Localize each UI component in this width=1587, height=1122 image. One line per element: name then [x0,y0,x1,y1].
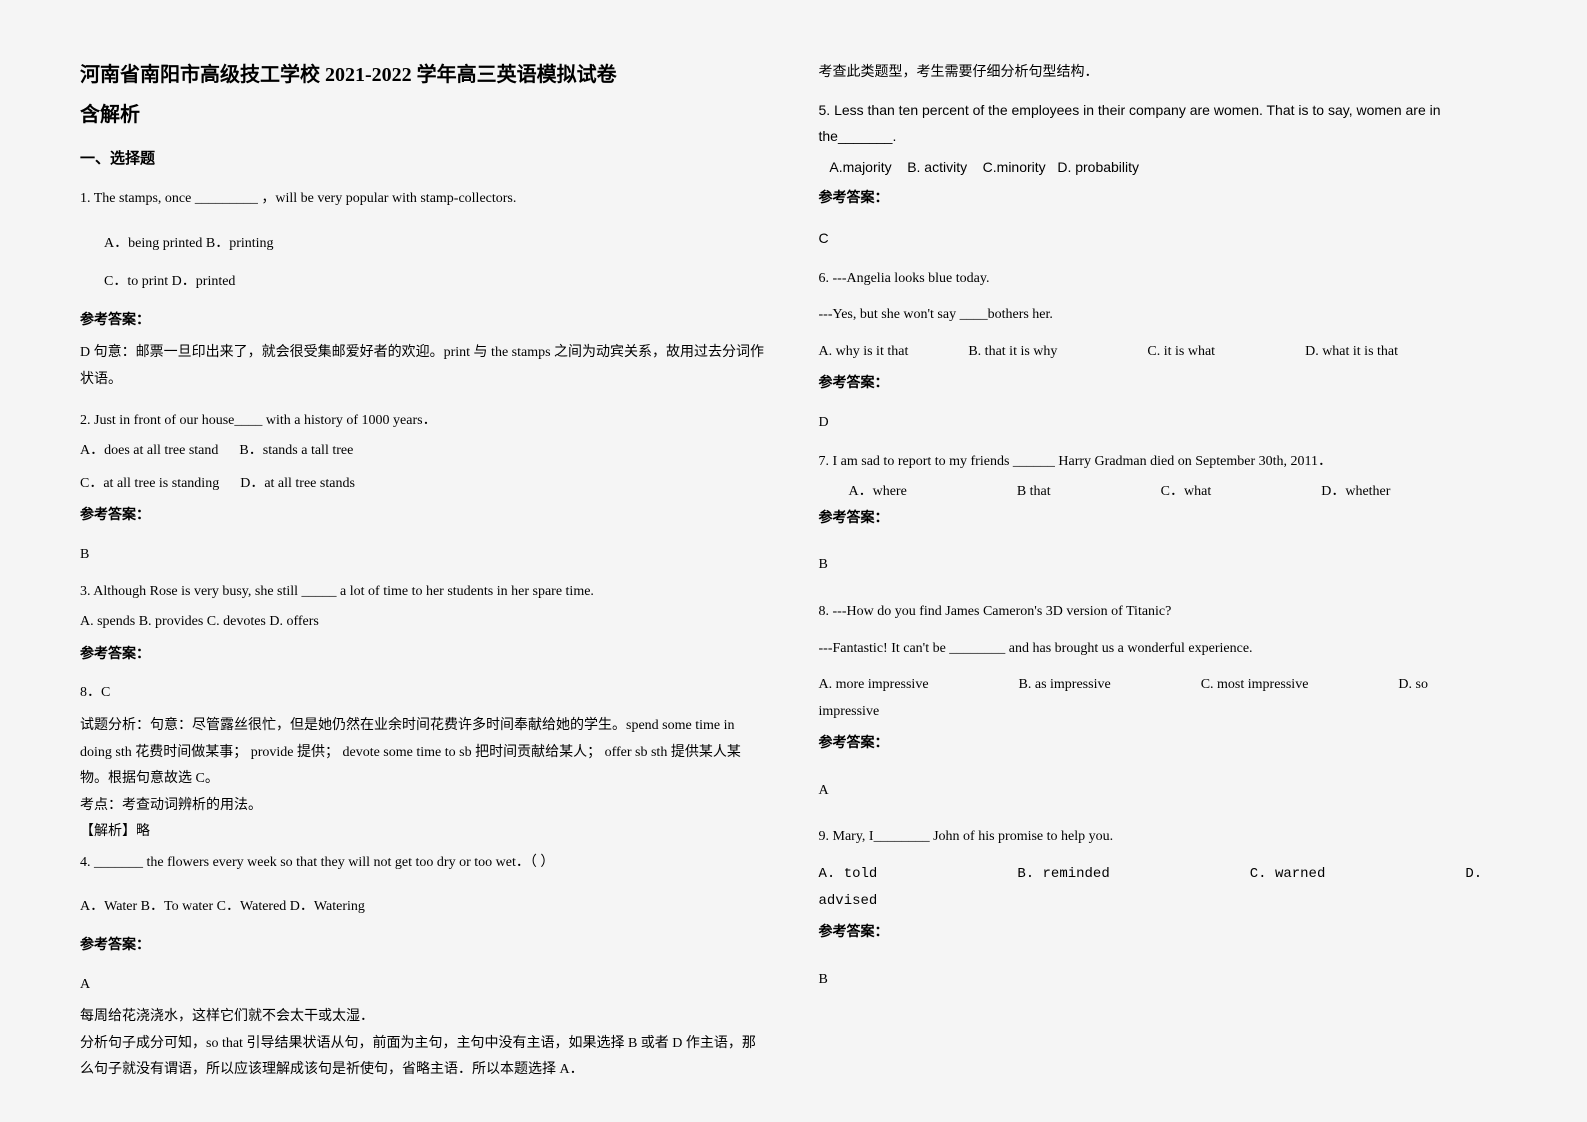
q3-answer-label: 参考答案： [80,642,769,669]
q2-answer: B [80,542,769,569]
question-1: 1. The stamps, once _________ ，will be v… [80,186,769,394]
question-3: 3. Although Rose is very busy, she still… [80,579,769,846]
q5-options: A.majority B. activity C.minority D. pro… [819,154,1508,181]
q6-opt-d: D. what it is that [1305,339,1398,366]
q4-options: A．Water B．To water C．Watered D．Watering [80,894,769,921]
q2-options-row2: C．at all tree is standing D．at all tree … [80,471,769,498]
q9-opt-d2: advised [819,888,1508,915]
page-title-line1: 河南省南阳市高级技工学校 2021-2022 学年高三英语模拟试卷 [80,60,769,90]
q2-options-row1: A．does at all tree stand B．stands a tall… [80,438,769,465]
q8-text: 8. ---How do you find James Cameron's 3D… [819,599,1508,626]
q6-opt-a: A. why is it that [819,339,909,366]
q8-opt-d: D. so [1398,672,1428,699]
question-9: 9. Mary, I________ John of his promise t… [819,824,1508,999]
question-8: 8. ---How do you find James Cameron's 3D… [819,599,1508,811]
q9-opt-c: C. warned [1250,861,1326,888]
question-4: 4. _______ the flowers every week so tha… [80,850,769,1084]
right-column: 考查此类题型，考生需要仔细分析句型结构． 5. Less than ten pe… [819,60,1508,1062]
q8-opt-d2: impressive [819,699,1508,726]
left-column: 河南省南阳市高级技工学校 2021-2022 学年高三英语模拟试卷 含解析 一、… [80,60,769,1062]
q9-text: 9. Mary, I________ John of his promise t… [819,824,1508,851]
q9-opt-d: D. [1465,861,1482,888]
q1-options-ab: A．being printed B．printing [104,231,769,258]
q6-line2: ---Yes, but she won't say ____bothers he… [819,302,1508,329]
q1-answer: D 句意：邮票一旦印出来了，就会很受集邮爱好者的欢迎。print 与 the s… [80,340,769,393]
q1-answer-label: 参考答案： [80,308,769,335]
q1-options-cd: C．to print D．printed [104,269,769,296]
q8-line2: ---Fantastic! It can't be ________ and h… [819,636,1508,663]
q4-answer-label: 参考答案： [80,933,769,960]
question-7: 7. I am sad to report to my friends ____… [819,449,1508,585]
q9-opt-a: A. told [819,861,878,888]
q5-answer: C [819,225,1508,252]
q8-opt-a: A. more impressive [819,672,929,699]
q4-answer: A [80,972,769,999]
q8-opt-c: C. most impressive [1201,672,1309,699]
q2-text: 2. Just in front of our house____ with a… [80,408,769,435]
q9-opt-b: B. reminded [1017,861,1109,888]
q3-kaodian: 考点：考查动词辨析的用法。 [80,793,769,820]
q8-answer: A [819,778,1508,805]
q7-answer: B [819,552,1508,579]
page-title-line2: 含解析 [80,98,769,127]
q5-text: 5. Less than ten percent of the employee… [819,97,1508,150]
q4-exp1: 每周给花浇浇水，这样它们就不会太干或太湿． [80,1004,769,1031]
q6-answer-label: 参考答案： [819,371,1508,398]
q3-answer-num: 8．C [80,680,769,707]
q4-text: 4. _______ the flowers every week so tha… [80,850,769,877]
q3-text: 3. Although Rose is very busy, she still… [80,579,769,606]
q6-answer: D [819,410,1508,437]
q6-opt-b: B. that it is why [968,339,1057,366]
q6-text: 6. ---Angelia looks blue today. [819,266,1508,293]
q7-answer-label: 参考答案： [819,506,1508,533]
q9-answer-label: 参考答案： [819,920,1508,947]
question-6: 6. ---Angelia looks blue today. ---Yes, … [819,266,1508,443]
q7-opt-d: D．whether [1321,479,1390,506]
q7-opt-b: B that [1017,479,1051,506]
q3-jiexi: 【解析】略 [80,819,769,846]
q8-opt-b: B. as impressive [1019,672,1111,699]
q7-options: A．where B that C．what D．whether [849,479,1508,506]
q3-options: A. spends B. provides C. devotes D. offe… [80,609,769,636]
q6-opt-c: C. it is what [1147,339,1215,366]
q8-answer-label: 参考答案： [819,731,1508,758]
q5-answer-label: 参考答案： [819,186,1508,213]
question-5: 5. Less than ten percent of the employee… [819,97,1508,258]
q7-opt-a: A．where [849,479,907,506]
q2-opt-a: A．does at all tree stand [80,443,218,458]
q9-options: A. told B. reminded C. warned D. [819,861,1508,888]
q2-answer-label: 参考答案： [80,503,769,530]
q9-answer: B [819,967,1508,994]
q7-text: 7. I am sad to report to my friends ____… [819,449,1508,476]
q4-exp2: 分析句子成分可知，so that 引导结果状语从句，前面为主句，主句中没有主语，… [80,1031,769,1084]
question-2: 2. Just in front of our house____ with a… [80,408,769,575]
q1-text: 1. The stamps, once _________ ，will be v… [80,186,769,213]
q2-opt-d: D．at all tree stands [240,476,355,491]
q8-options: A. more impressive B. as impressive C. m… [819,672,1508,699]
q2-opt-c: C．at all tree is standing [80,476,219,491]
q2-opt-b: B．stands a tall tree [239,443,353,458]
q3-explanation: 试题分析：句意：尽管露丝很忙，但是她仍然在业余时间花费许多时间奉献给她的学生。s… [80,713,769,793]
q6-options: A. why is it that B. that it is why C. i… [819,339,1508,366]
section-header: 一、选择题 [80,147,769,168]
top-note: 考查此类题型，考生需要仔细分析句型结构． [819,60,1508,87]
q7-opt-c: C．what [1161,479,1212,506]
